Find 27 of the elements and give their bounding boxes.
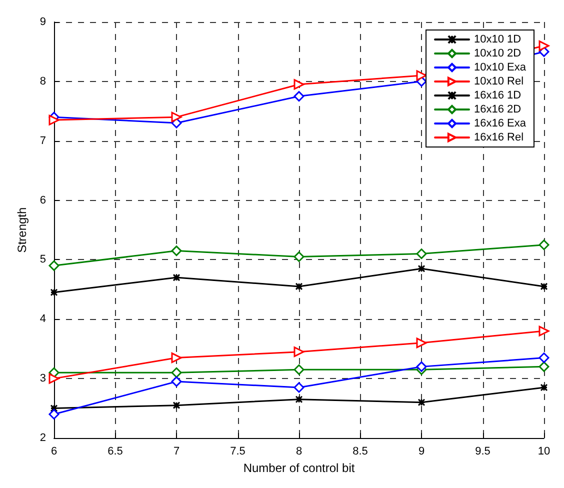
x-tick-label: 9 [418, 446, 425, 458]
legend-label: 16x16 1D [474, 90, 522, 102]
x-tick-label: 7.5 [230, 446, 246, 458]
legend-label: 10x10 2D [474, 48, 522, 60]
x-axis-title: Number of control bit [243, 460, 356, 475]
legend-label: 16x16 Exa [474, 118, 527, 130]
y-axis-title: Strength [15, 207, 29, 253]
x-tick-label: 8 [296, 446, 302, 458]
x-tick-label: 8.5 [352, 446, 368, 458]
y-tick-label: 2 [40, 432, 46, 444]
x-tick-label: 6.5 [108, 446, 123, 458]
x-tick-label: 7 [173, 446, 180, 458]
legend-label: 10x10 Rel [474, 76, 524, 88]
y-tick-label: 6 [40, 194, 46, 206]
legend-label: 16x16 2D [474, 104, 522, 116]
legend-label: 10x10 Exa [474, 62, 527, 74]
x-tick-label: 6 [50, 446, 58, 458]
x-tick-label: 9.5 [475, 446, 490, 458]
legend-label: 16x16 Rel [474, 132, 524, 144]
x-tick-label: 10 [538, 446, 550, 458]
y-tick-label: 3 [40, 372, 46, 385]
legend-label: 10x10 1D [474, 34, 522, 46]
y-tick-label: 8 [40, 75, 46, 88]
y-tick-label: 5 [40, 254, 46, 266]
y-tick-label: 4 [40, 313, 46, 326]
y-tick-label: 7 [40, 134, 46, 147]
y-tick-label: 9 [40, 16, 46, 28]
